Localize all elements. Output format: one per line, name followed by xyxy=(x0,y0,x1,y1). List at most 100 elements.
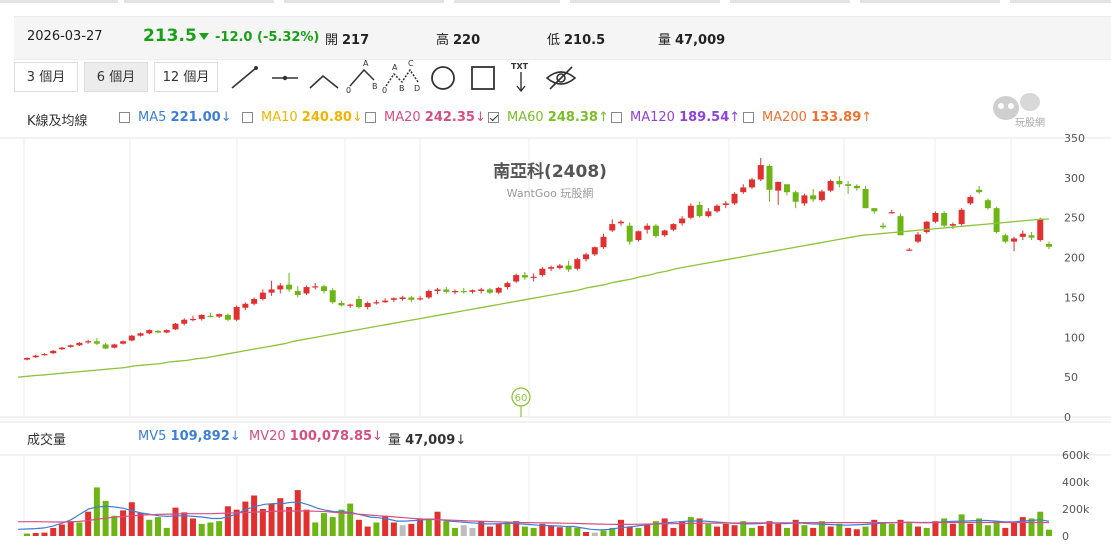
volume-bar xyxy=(967,523,974,536)
volume-bar xyxy=(1028,518,1035,536)
volume-bar xyxy=(556,527,563,536)
range-12m-button[interactable]: 12 個月 xyxy=(154,62,218,92)
volume-bar xyxy=(923,527,930,536)
candle-body xyxy=(818,191,825,201)
candle-body xyxy=(696,204,703,217)
hide-tool-icon[interactable] xyxy=(544,64,578,92)
ma5-checkbox[interactable] xyxy=(119,112,130,123)
volume-bar xyxy=(137,513,144,536)
volume-bar xyxy=(1002,527,1009,536)
candle-body xyxy=(460,291,467,293)
volume-bar xyxy=(539,523,546,536)
candle-body xyxy=(556,265,563,268)
candle-body xyxy=(390,298,397,300)
mv20-line xyxy=(17,510,1049,526)
candle-body xyxy=(425,291,432,298)
ma60-checkbox[interactable] xyxy=(488,112,499,123)
volume-bar xyxy=(722,523,729,536)
volume-bar xyxy=(792,519,799,536)
volume-bar xyxy=(373,522,380,536)
circle-tool-icon[interactable] xyxy=(428,64,458,92)
ma10-name: MA10 xyxy=(261,110,298,125)
volume-bar xyxy=(810,527,817,536)
wantgoo-logo-icon: 玩股網 xyxy=(993,93,1045,129)
ma5-toggle[interactable]: MA5 221.00↓ xyxy=(119,110,232,125)
candle-body xyxy=(478,289,485,292)
price-tick-label: 150 xyxy=(1064,291,1085,304)
candle-body xyxy=(486,289,493,293)
volume-bar xyxy=(818,521,825,536)
ma120-arrow: ↑ xyxy=(729,110,741,125)
candle-body xyxy=(198,314,205,319)
ma200-arrow: ↑ xyxy=(861,110,873,125)
vol-value: 47,009 xyxy=(405,433,456,448)
ma60-toggle[interactable]: MA60 248.38↑ xyxy=(488,110,609,125)
mv5-value: 109,892 xyxy=(170,429,230,444)
candle-body xyxy=(338,303,345,306)
volume-bar xyxy=(914,526,921,536)
candle-body xyxy=(583,254,590,260)
candle-body xyxy=(993,208,1000,233)
candle-body xyxy=(897,216,904,236)
ma120-checkbox[interactable] xyxy=(611,112,622,123)
candle-body xyxy=(128,335,135,341)
volume-bars xyxy=(24,487,1052,536)
ma10-toggle[interactable]: MA10 240.80↓ xyxy=(242,110,363,125)
candle-body xyxy=(207,315,214,317)
vol-legend: 量 47,009↓ xyxy=(388,429,466,448)
ma120-toggle[interactable]: MA120 189.54↑ xyxy=(611,110,740,125)
last-price: 213.5 xyxy=(143,26,197,46)
range-3m-button[interactable]: 3 個月 xyxy=(14,62,78,92)
candle-body xyxy=(443,289,450,292)
candle-body xyxy=(600,236,607,248)
volume-bar xyxy=(390,522,397,536)
candle-body xyxy=(259,292,266,300)
volume-bar xyxy=(216,521,223,536)
candle-body xyxy=(1002,235,1009,242)
open-label: 開 xyxy=(325,33,339,48)
volume-bar xyxy=(714,526,721,536)
candle-body xyxy=(303,287,310,294)
ma10-arrow: ↓ xyxy=(351,110,363,125)
candle-body xyxy=(189,318,196,321)
volume-bar xyxy=(286,506,293,536)
price-change-value: -12.0 (-5.32%) xyxy=(215,30,320,45)
volume-bar xyxy=(783,527,790,536)
abc-pattern-tool-icon[interactable]: A 0 B xyxy=(346,58,382,94)
ma200-toggle[interactable]: MA200 133.89↑ xyxy=(743,110,872,125)
volume-bar xyxy=(120,510,127,536)
horizontal-line-tool-icon[interactable] xyxy=(270,64,300,92)
ma5-value: 221.00 xyxy=(170,110,221,125)
volume-bar xyxy=(364,526,371,536)
volume-bar xyxy=(1011,522,1018,536)
candle-body xyxy=(775,181,782,191)
ma20-toggle[interactable]: MA20 242.35↓ xyxy=(365,110,486,125)
volume: 量 47,009 xyxy=(658,29,725,48)
volume-bar xyxy=(731,525,738,536)
rectangle-tool-icon[interactable] xyxy=(468,64,498,92)
mv20-arrow: ↓ xyxy=(372,429,383,444)
volume-bar xyxy=(565,526,572,536)
volume-bar xyxy=(198,523,205,536)
volume-bar xyxy=(172,507,179,536)
volume-bar xyxy=(871,519,878,536)
candle-body xyxy=(329,290,336,303)
volume-bar xyxy=(958,514,965,536)
volume-bar xyxy=(399,525,406,536)
text-tool-icon[interactable]: TXT xyxy=(508,60,536,94)
ma200-checkbox[interactable] xyxy=(743,112,754,123)
candle-body xyxy=(355,299,362,307)
volume-bar xyxy=(408,523,415,536)
candle-body xyxy=(958,209,965,225)
volume-bar xyxy=(181,512,188,536)
volume-bar xyxy=(775,523,782,536)
range-6m-button[interactable]: 6 個月 xyxy=(84,62,148,92)
candle-body xyxy=(949,224,956,226)
ma20-checkbox[interactable] xyxy=(365,112,376,123)
line-tool-icon[interactable] xyxy=(230,64,260,92)
volume-bar xyxy=(609,527,616,536)
trend-tool-icon[interactable] xyxy=(308,64,342,92)
abcd-pattern-tool-icon[interactable]: A C 0 B D xyxy=(382,58,422,94)
ma10-checkbox[interactable] xyxy=(242,112,253,123)
vol-name: 量 xyxy=(388,433,402,448)
